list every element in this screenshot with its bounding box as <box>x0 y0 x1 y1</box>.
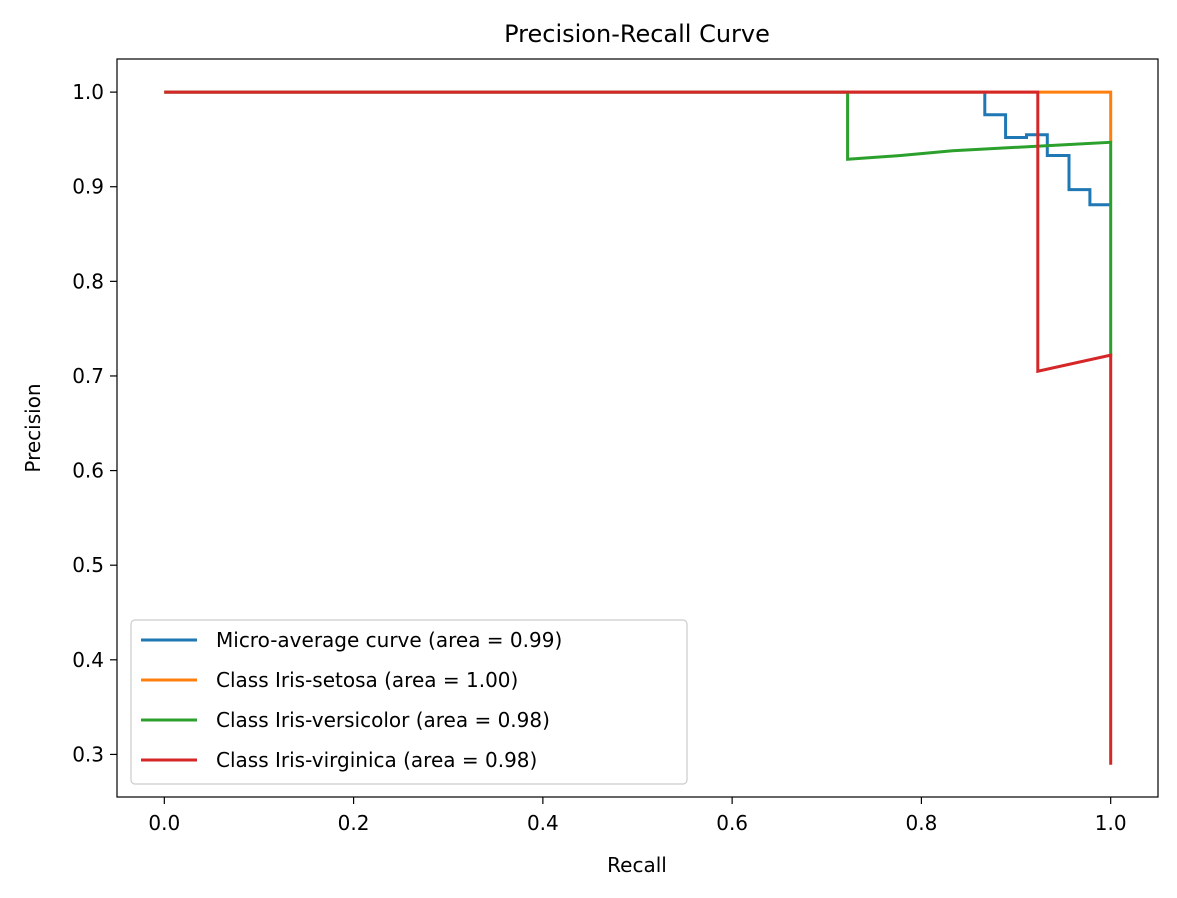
y-tick-label: 0.3 <box>72 742 104 766</box>
x-tick-label: 0.8 <box>906 811 938 835</box>
x-axis-ticks: 0.0 0.2 0.4 0.6 0.8 1.0 <box>148 797 1127 835</box>
x-tick-label: 1.0 <box>1095 811 1127 835</box>
y-tick-label: 0.7 <box>72 364 104 388</box>
y-axis-label: Precision <box>21 383 45 472</box>
x-tick-label: 0.6 <box>716 811 748 835</box>
y-tick-label: 0.4 <box>72 648 104 672</box>
y-tick-label: 1.0 <box>72 80 104 104</box>
y-tick-label: 0.5 <box>72 553 104 577</box>
legend-box <box>130 619 688 785</box>
y-axis-ticks: 0.3 0.4 0.5 0.6 0.7 0.8 0.9 1.0 <box>72 80 117 766</box>
plot-lines <box>164 90 1113 765</box>
legend-label-4: Class Iris-virginica (area = 0.98) <box>216 748 537 772</box>
series-line-4 <box>164 90 1113 765</box>
x-tick-label: 0.0 <box>148 811 180 835</box>
legend-label-3: Class Iris-versicolor (area = 0.98) <box>216 708 550 732</box>
legend-label-2: Class Iris-setosa (area = 1.00) <box>216 668 518 692</box>
plot-frame <box>116 58 1159 798</box>
y-tick-label: 0.6 <box>72 459 104 483</box>
series-line-3 <box>164 90 1113 357</box>
x-axis-label: Recall <box>607 853 667 877</box>
y-tick-label: 0.9 <box>72 175 104 199</box>
legend: Micro-average curve (area = 0.99) Class I… <box>130 619 688 785</box>
x-tick-label: 0.2 <box>338 811 370 835</box>
x-tick-label: 0.4 <box>527 811 559 835</box>
legend-label-1: Micro-average curve (area = 0.99) <box>216 628 562 652</box>
chart-title: Precision-Recall Curve <box>504 20 770 48</box>
y-tick-label: 0.8 <box>72 269 104 293</box>
